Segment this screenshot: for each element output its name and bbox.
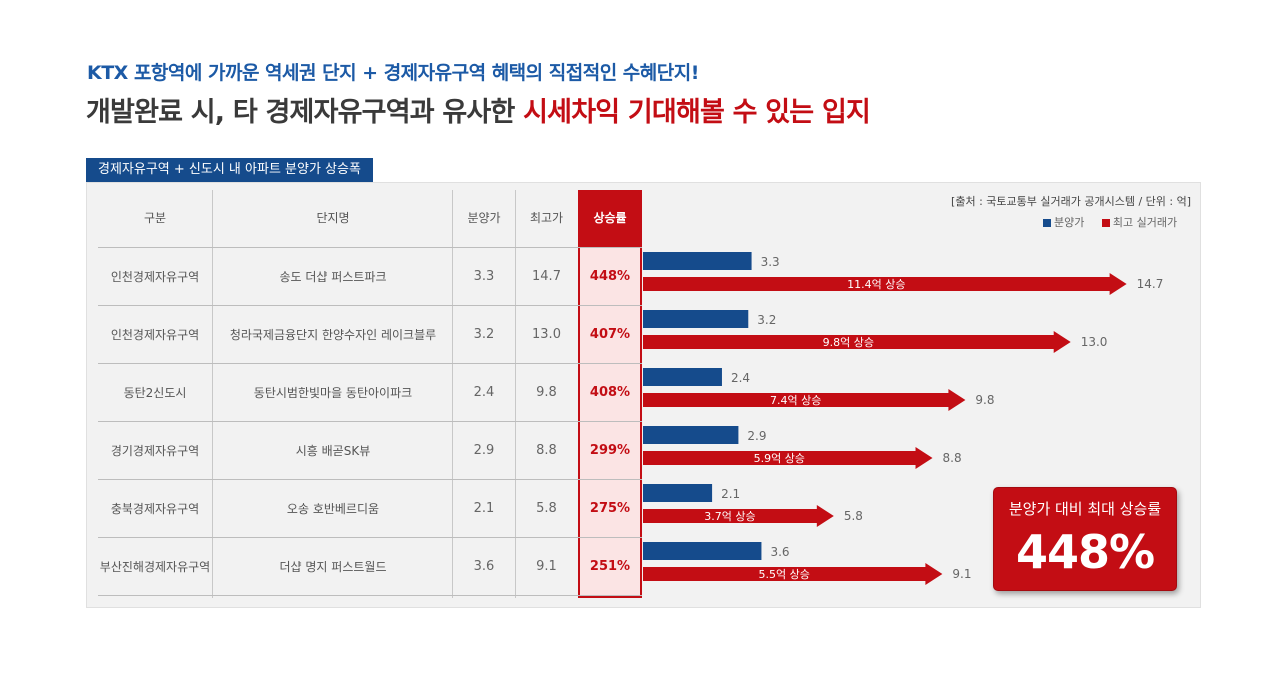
callout-title: 분양가 대비 최대 상승률: [1008, 500, 1162, 518]
arrow-max-price: [643, 331, 1071, 353]
label-sale-price: 2.4: [731, 371, 750, 385]
cell-rate: 407%: [589, 327, 631, 342]
cell-region: 부산진해경제자유구역: [99, 560, 211, 574]
cell-region: 경기경제자유구역: [110, 444, 200, 458]
legend-label-max: 최고 실거래가: [1112, 216, 1178, 229]
arrow-max-price: [643, 447, 933, 469]
label-sale-price: 2.9: [747, 429, 766, 443]
cell-region: 동탄2신도시: [123, 386, 187, 400]
arrow-max-price: [643, 389, 966, 411]
label-max-price: 9.1: [952, 567, 971, 581]
callout-value: 448%: [1015, 525, 1155, 579]
label-increase: 5.5억 상승: [759, 568, 810, 581]
cell-max-price: 13.0: [532, 327, 561, 342]
table-title: 경제자유구역 + 신도시 내 아파트 분양가 상승폭: [86, 158, 373, 182]
label-sale-price: 2.1: [721, 487, 740, 501]
cell-complex: 시흥 배곧SK뷰: [295, 444, 371, 458]
divider: [212, 190, 213, 598]
arrow-max-price: [643, 273, 1127, 295]
cell-max-price: 5.8: [536, 501, 557, 516]
bar-sale-price: [643, 426, 739, 444]
headline-line2-text: 개발완료 시, 타 경제자유구역과 유사한: [86, 97, 524, 128]
cell-complex: 오송 호반베르디움: [286, 502, 380, 516]
legend-swatch-max: [1101, 219, 1110, 227]
label-increase: 7.4억 상승: [770, 394, 821, 407]
chart-legend: 분양가 최고 실거래가: [1043, 214, 1177, 230]
cell-complex: 동탄시범한빛마을 동탄아이파크: [253, 386, 413, 400]
row-divider: [98, 363, 642, 364]
row-divider: [98, 421, 642, 422]
cell-sale-price: 2.4: [473, 385, 495, 400]
cell-rate: 251%: [589, 559, 631, 574]
label-increase: 3.7억 상승: [704, 510, 755, 523]
cell-region: 충북경제자유구역: [110, 502, 200, 516]
column-header-sale-price: 분양가: [467, 211, 501, 225]
divider: [515, 190, 516, 598]
cell-max-price: 9.1: [536, 559, 557, 574]
bar-sale-price: [643, 368, 722, 386]
cell-max-price: 8.8: [536, 443, 557, 458]
cell-rate: 275%: [589, 501, 631, 516]
headline-line2: 개발완료 시, 타 경제자유구역과 유사한 시세차익 기대해볼 수 있는 입지: [86, 90, 871, 129]
bar-sale-price: [643, 252, 752, 270]
cell-max-price: 14.7: [532, 269, 561, 284]
column-header-max-price: 최고가: [529, 211, 564, 225]
column-header-region: 구분: [143, 211, 167, 225]
bar-sale-price: [643, 310, 749, 328]
source-note: [출처 : 국토교통부 실거래가 공개시스템 / 단위 : 억]: [951, 195, 1191, 208]
cell-complex: 청라국제금융단지 한양수자인 레이크블루: [229, 328, 437, 342]
label-max-price: 8.8: [943, 451, 962, 465]
cell-rate: 299%: [589, 443, 631, 458]
label-sale-price: 3.2: [757, 313, 776, 327]
column-header-complex: 단지명: [316, 211, 350, 225]
cell-complex: 송도 더샵 퍼스트파크: [279, 270, 387, 284]
arrow-max-price: [643, 505, 834, 527]
row-divider: [98, 537, 642, 538]
cell-region: 인천경제자유구역: [110, 328, 200, 342]
row-divider: [98, 595, 642, 596]
bar-sale-price: [643, 542, 762, 560]
cell-max-price: 9.8: [536, 385, 557, 400]
cell-rate: 408%: [589, 385, 631, 400]
row-divider: [98, 305, 642, 306]
cell-complex: 더샵 명지 퍼스트월드: [279, 560, 387, 574]
cell-sale-price: 3.2: [473, 327, 495, 342]
headline-line1: KTX 포항역에 가까운 역세권 단지 + 경제자유구역 혜택의 직접적인 수혜…: [87, 62, 699, 84]
label-max-price: 9.8: [975, 393, 994, 407]
max-rate-callout: 분양가 대비 최대 상승률 448%: [993, 487, 1177, 591]
label-sale-price: 3.6: [770, 545, 789, 559]
label-increase: 11.4억 상승: [847, 278, 905, 291]
divider: [452, 190, 453, 598]
legend-swatch-sale: [1043, 219, 1051, 227]
rate-column-highlight: [578, 190, 642, 598]
label-increase: 5.9억 상승: [754, 452, 805, 465]
cell-sale-price: 3.3: [473, 269, 495, 284]
legend-label-sale: 분양가: [1054, 216, 1085, 229]
label-increase: 9.8억 상승: [823, 336, 874, 349]
cell-sale-price: 2.1: [473, 501, 495, 516]
label-sale-price: 3.3: [761, 255, 780, 269]
label-max-price: 14.7: [1137, 277, 1164, 291]
bar-sale-price: [643, 484, 713, 502]
row-divider: [98, 247, 642, 248]
cell-sale-price: 2.9: [473, 443, 495, 458]
column-header-rate: 상승률: [578, 190, 642, 247]
label-max-price: 13.0: [1081, 335, 1108, 349]
arrow-max-price: [643, 563, 943, 585]
cell-region: 인천경제자유구역: [110, 270, 200, 284]
cell-sale-price: 3.6: [473, 559, 495, 574]
label-max-price: 5.8: [844, 509, 863, 523]
cell-rate: 448%: [589, 269, 631, 284]
headline-line2-highlight: 시세차익 기대해볼 수 있는 입지: [523, 97, 871, 128]
row-divider: [98, 479, 642, 480]
